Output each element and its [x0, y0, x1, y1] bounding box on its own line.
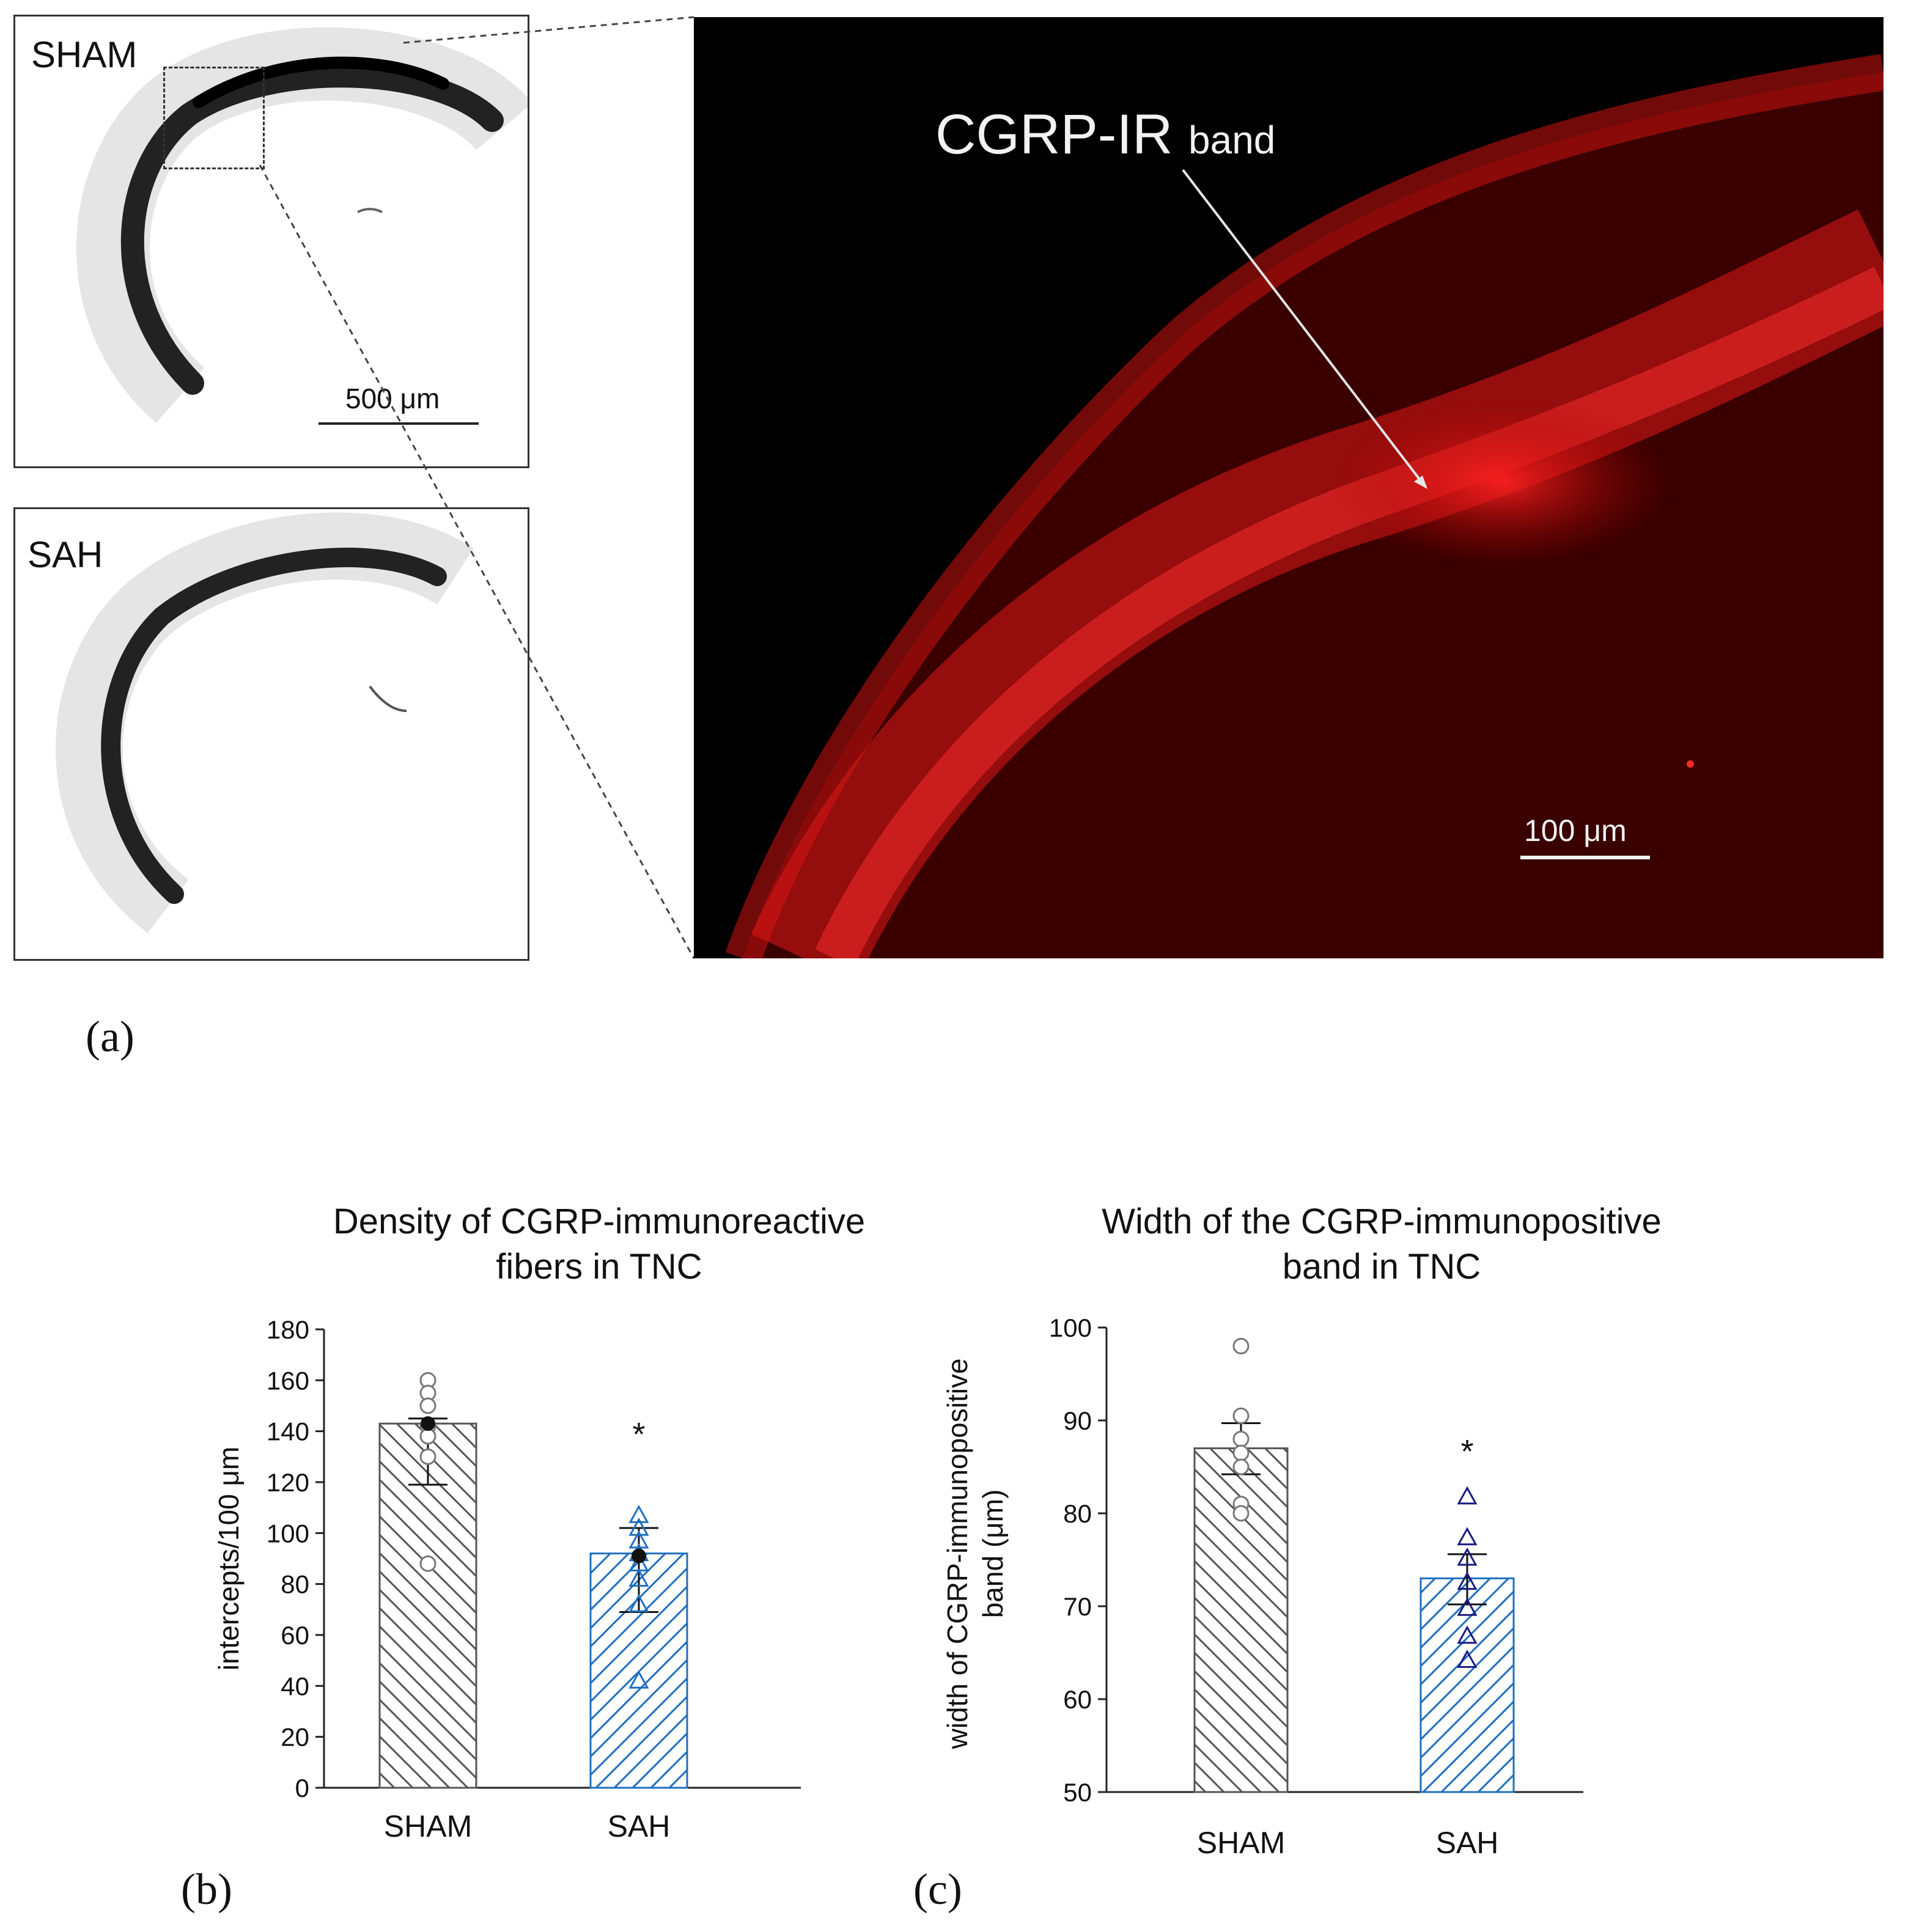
sham-label: SHAM [31, 34, 138, 75]
sah-micrograph: SAH [13, 507, 529, 961]
y-tick-label: 140 [267, 1417, 309, 1446]
zoom-region-box [163, 67, 265, 169]
cgrp-ir-sub: band [1188, 118, 1276, 162]
annotation-arrow [1182, 169, 1427, 489]
data-point-sah [1457, 1571, 1478, 1590]
sah-section-image [55, 512, 474, 933]
sah-label: SAH [28, 534, 103, 575]
y-tick-label: 160 [267, 1366, 309, 1395]
data-point-sah [628, 1517, 649, 1536]
y-axis-label: intercepts/100 μm [213, 1447, 245, 1671]
data-point-sah [1457, 1486, 1478, 1505]
y-tick-label: 20 [281, 1723, 309, 1752]
data-point-sah [1457, 1547, 1478, 1566]
y-axis-label-line: width of CGRP-immunopositive [941, 1358, 973, 1749]
y-tick-label: 90 [1063, 1406, 1092, 1435]
significance-star: * [632, 1416, 645, 1453]
chart-b-title: Density of CGRP-immunoreactive fibers in… [232, 1199, 966, 1290]
sham-section-image [76, 27, 528, 424]
data-point-sham [1232, 1337, 1250, 1354]
data-point-sah [1457, 1597, 1478, 1616]
data-point-sham [1232, 1407, 1250, 1424]
chart-c-title-line1: Width of the CGRP-immunopositive [1102, 1202, 1662, 1241]
data-point-sah [1457, 1625, 1478, 1644]
panel-b-letter: (b) [181, 1865, 232, 1914]
data-point-sah [1457, 1650, 1478, 1668]
y-tick-label: 60 [1063, 1685, 1092, 1714]
data-point-sah [1457, 1527, 1478, 1546]
scale-bar-label-right: 100 μm [1524, 814, 1627, 848]
y-tick-label: 100 [267, 1519, 309, 1548]
median-marker-sah [631, 1548, 646, 1563]
zoom-connector-lines [259, 16, 695, 959]
y-tick-label: 70 [1063, 1592, 1092, 1621]
y-tick-label: 80 [281, 1570, 309, 1599]
y-tick-label: 80 [1063, 1499, 1092, 1528]
bar-sah [1419, 1577, 1515, 1793]
y-tick-label: 120 [267, 1468, 309, 1497]
cgrp-ir-main: CGRP-IR [935, 103, 1173, 166]
panel-c-letter: (c) [913, 1865, 962, 1914]
chart-b: 0 20 40 60 80 100 120 140 160 180 intercepts/100 μ… [213, 1315, 801, 1843]
sham-micrograph: SHAM 500 μm [13, 15, 529, 468]
data-point-sham [1232, 1458, 1250, 1475]
x-category-label-sham: SHAM [384, 1809, 472, 1843]
median-marker-sham [421, 1416, 435, 1431]
data-point-sah [628, 1593, 649, 1612]
y-tick-label: 100 [1049, 1313, 1092, 1342]
y-tick-label: 180 [267, 1315, 309, 1344]
chart-b-title-line2: fibers in TNC [496, 1247, 702, 1287]
x-category-label-sah: SAH [608, 1809, 671, 1843]
data-point-sham [1232, 1505, 1250, 1522]
data-point-sham [419, 1428, 436, 1445]
y-tick-label: 0 [295, 1774, 309, 1802]
scale-bar-left [318, 422, 479, 425]
data-point-sah [628, 1670, 649, 1689]
cgrp-ir-label: CGRP-IR band [935, 103, 1275, 167]
fluorescence-image [725, 54, 1883, 958]
chart-c-title: Width of the CGRP-immunopositive band in… [1015, 1199, 1748, 1290]
x-category-label-sah: SAH [1436, 1826, 1499, 1860]
y-tick-label: 60 [281, 1621, 309, 1650]
y-tick-label: 50 [1063, 1778, 1092, 1807]
data-point-sah [628, 1505, 649, 1523]
chart-b-title-line1: Density of CGRP-immunoreactive [333, 1202, 866, 1241]
data-point-sah [628, 1568, 649, 1587]
fluorescence-micrograph: CGRP-IR band 100 μm [694, 17, 1883, 958]
scale-bar-right [1520, 856, 1650, 859]
y-axis-label-line: band (μm) [977, 1489, 1009, 1618]
chart-c-title-line2: band in TNC [1282, 1247, 1481, 1287]
significance-star: * [1460, 1433, 1473, 1470]
x-category-label-sham: SHAM [1197, 1826, 1285, 1860]
data-point-sham [419, 1448, 436, 1465]
data-point-sham [419, 1555, 436, 1572]
data-point-sah [628, 1530, 649, 1549]
data-point-sham [1232, 1444, 1250, 1461]
chart-c: 50 60 70 80 90 100 width of CGRP-immunopositiv… [941, 1313, 1583, 1860]
panel-a-letter: (a) [86, 1012, 134, 1061]
data-point-sham [419, 1397, 436, 1414]
y-tick-label: 40 [281, 1672, 309, 1700]
data-point-sham [1232, 1430, 1250, 1447]
